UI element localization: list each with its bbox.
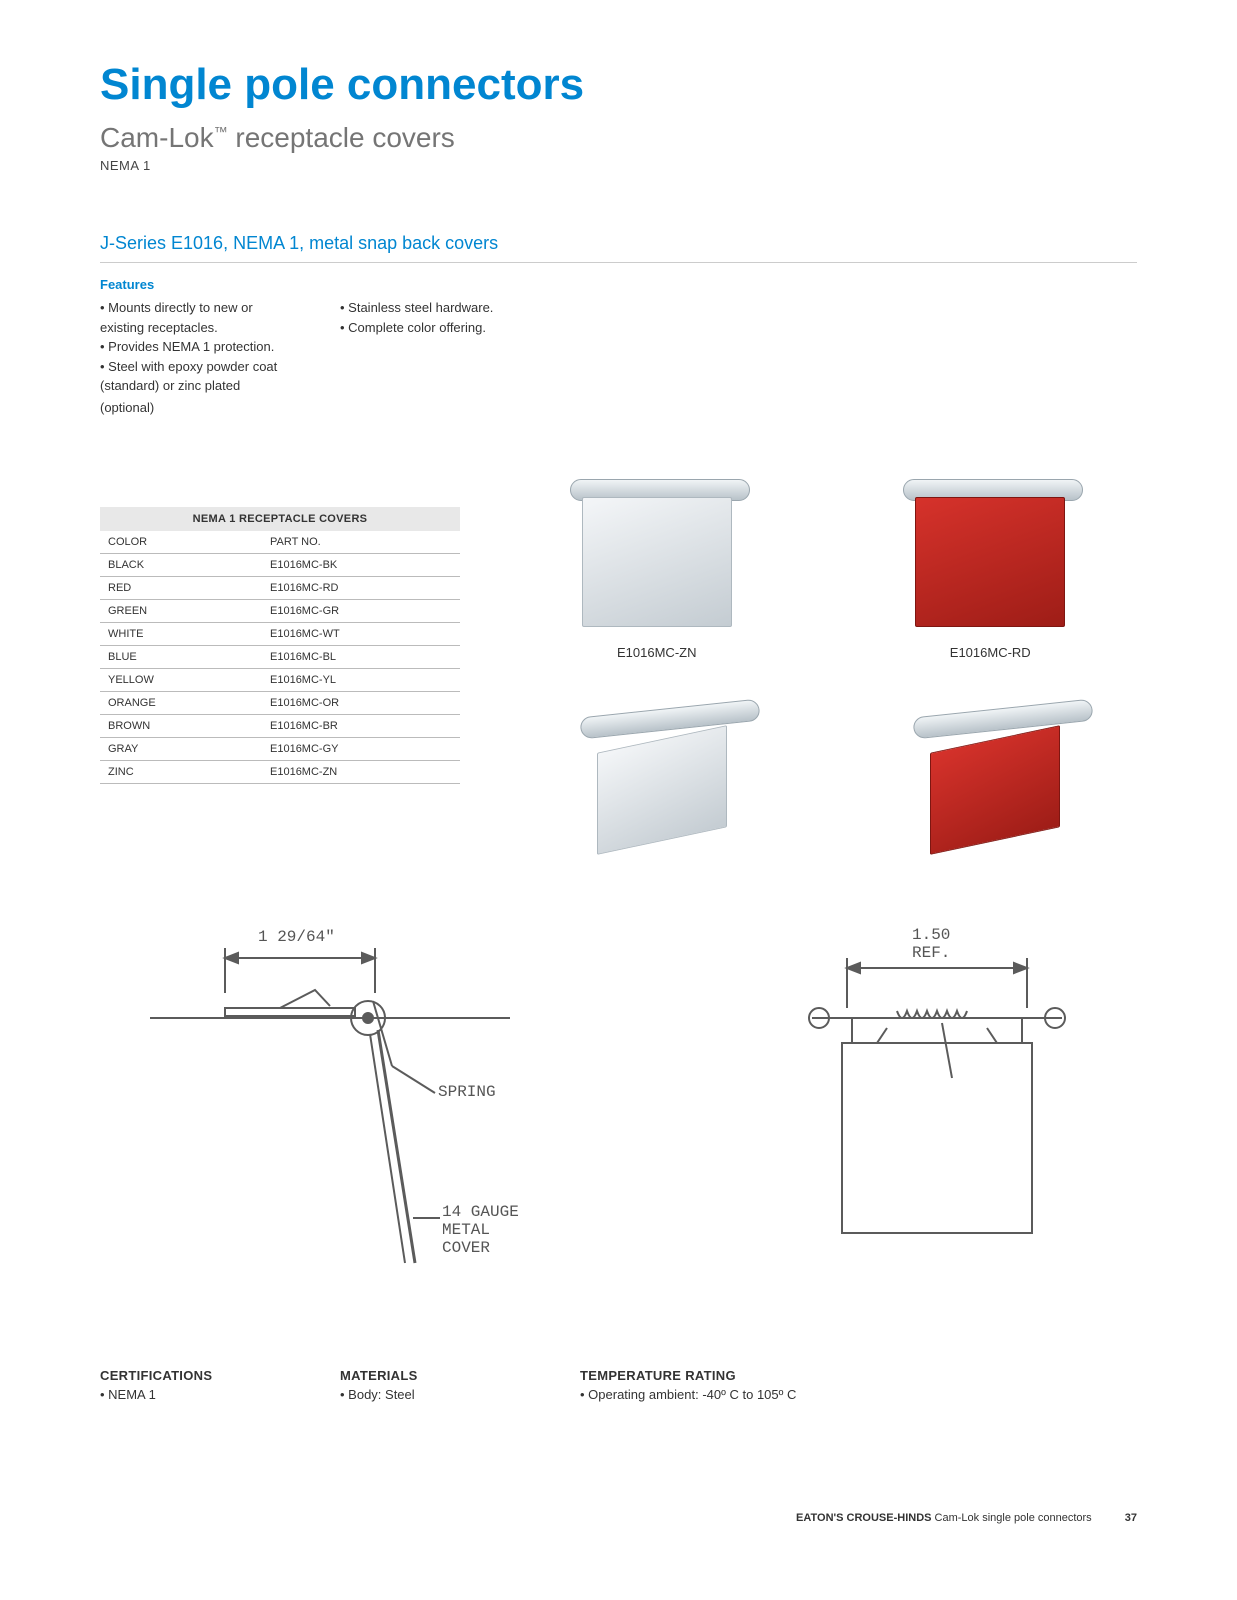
specs-row: CERTIFICATIONS NEMA 1 MATERIALS Body: St…: [100, 1368, 1137, 1402]
diag-left-cover: 14 GAUGE METAL COVER: [442, 1203, 519, 1257]
cell-color: RED: [100, 577, 262, 600]
cell-partno: E1016MC-YL: [262, 669, 460, 692]
table-row: BLACKE1016MC-BK: [100, 554, 460, 577]
cell-partno: E1016MC-BL: [262, 646, 460, 669]
subtitle-tm: ™: [214, 124, 228, 140]
parts-table-title: NEMA 1 RECEPTACLE COVERS: [100, 507, 460, 531]
cell-partno: E1016MC-BR: [262, 715, 460, 738]
cell-partno: E1016MC-WT: [262, 623, 460, 646]
photo-zn-angled: [510, 680, 804, 858]
spec-mat-title: MATERIALS: [340, 1368, 520, 1383]
spec-materials: MATERIALS Body: Steel: [340, 1368, 520, 1402]
cell-partno: E1016MC-GY: [262, 738, 460, 761]
subtitle-suffix: receptacle covers: [228, 122, 455, 153]
cell-partno: E1016MC-GR: [262, 600, 460, 623]
footer-page-number: 37: [1125, 1512, 1137, 1524]
mat-item-0: Body: Steel: [340, 1387, 520, 1402]
subtitle-prefix: Cam-Lok: [100, 122, 214, 153]
temp-item-0: Operating ambient: -40º C to 105º C: [580, 1387, 900, 1402]
table-row: REDE1016MC-RD: [100, 577, 460, 600]
feature-item-0: Mounts directly to new or existing recep…: [100, 298, 300, 337]
features-col-2: Stainless steel hardware.Complete color …: [340, 298, 540, 417]
nema-label: NEMA 1: [100, 158, 1137, 173]
cell-color: BROWN: [100, 715, 262, 738]
subtitle: Cam-Lok™ receptacle covers: [100, 122, 1137, 154]
table-row: BLUEE1016MC-BL: [100, 646, 460, 669]
cell-partno: E1016MC-OR: [262, 692, 460, 715]
table-row: GREENE1016MC-GR: [100, 600, 460, 623]
features-columns: Mounts directly to new or existing recep…: [100, 298, 1137, 417]
parts-th-partno: PART NO.: [262, 531, 460, 554]
diagram-side: 1 29/64" SPRING 14 GAUGE METAL COVER: [120, 918, 540, 1298]
feature-item-0: Stainless steel hardware.: [340, 298, 540, 318]
feature-item-1: Complete color offering.: [340, 318, 540, 338]
photo-caption-rd: E1016MC-RD: [844, 645, 1138, 660]
table-row: WHITEE1016MC-WT: [100, 623, 460, 646]
feature-item-2: Steel with epoxy powder coat (standard) …: [100, 357, 300, 396]
photo-rd-angled: [844, 680, 1138, 858]
cell-color: BLUE: [100, 646, 262, 669]
footer-brand: EATON'S CROUSE-HINDS: [796, 1512, 931, 1524]
parts-table: NEMA 1 RECEPTACLE COVERS COLOR PART NO. …: [100, 507, 460, 858]
diag-right-width: 1.50 REF.: [912, 926, 950, 962]
table-row: BROWNE1016MC-BR: [100, 715, 460, 738]
cert-item-0: NEMA 1: [100, 1387, 280, 1402]
diag-left-spring: SPRING: [438, 1083, 496, 1101]
table-row: YELLOWE1016MC-YL: [100, 669, 460, 692]
section-heading: J-Series E1016, NEMA 1, metal snap back …: [100, 233, 1137, 263]
photo-grid: E1016MC-ZN E1016MC-RD: [510, 467, 1137, 858]
cell-color: BLACK: [100, 554, 262, 577]
table-row: GRAYE1016MC-GY: [100, 738, 460, 761]
cell-partno: E1016MC-BK: [262, 554, 460, 577]
cell-color: GRAY: [100, 738, 262, 761]
feature-item-1: Provides NEMA 1 protection.: [100, 337, 300, 357]
spec-certifications: CERTIFICATIONS NEMA 1: [100, 1368, 280, 1402]
diagram-front: 1.50 REF.: [757, 918, 1117, 1278]
cell-color: YELLOW: [100, 669, 262, 692]
diagrams-row: 1 29/64" SPRING 14 GAUGE METAL COVER: [100, 918, 1137, 1298]
cell-color: WHITE: [100, 623, 262, 646]
features-col-1: Mounts directly to new or existing recep…: [100, 298, 300, 417]
footer-text: Cam-Lok single pole connectors: [931, 1512, 1091, 1524]
page-title: Single pole connectors: [100, 60, 1137, 110]
spec-temperature: TEMPERATURE RATING Operating ambient: -4…: [580, 1368, 900, 1402]
features-label: Features: [100, 277, 1137, 292]
photo-zn-flat: E1016MC-ZN: [510, 467, 804, 660]
spec-temp-title: TEMPERATURE RATING: [580, 1368, 900, 1383]
cell-color: ZINC: [100, 761, 262, 784]
page-footer: EATON'S CROUSE-HINDS Cam-Lok single pole…: [100, 1512, 1137, 1524]
features-optional: (optional): [100, 398, 300, 418]
cell-partno: E1016MC-RD: [262, 577, 460, 600]
spec-cert-title: CERTIFICATIONS: [100, 1368, 280, 1383]
cell-color: GREEN: [100, 600, 262, 623]
parts-th-color: COLOR: [100, 531, 262, 554]
table-row: ORANGEE1016MC-OR: [100, 692, 460, 715]
cell-color: ORANGE: [100, 692, 262, 715]
photo-caption-zn: E1016MC-ZN: [510, 645, 804, 660]
table-row: ZINCE1016MC-ZN: [100, 761, 460, 784]
photo-rd-flat: E1016MC-RD: [844, 467, 1138, 660]
diag-left-width: 1 29/64": [258, 928, 335, 946]
cell-partno: E1016MC-ZN: [262, 761, 460, 784]
